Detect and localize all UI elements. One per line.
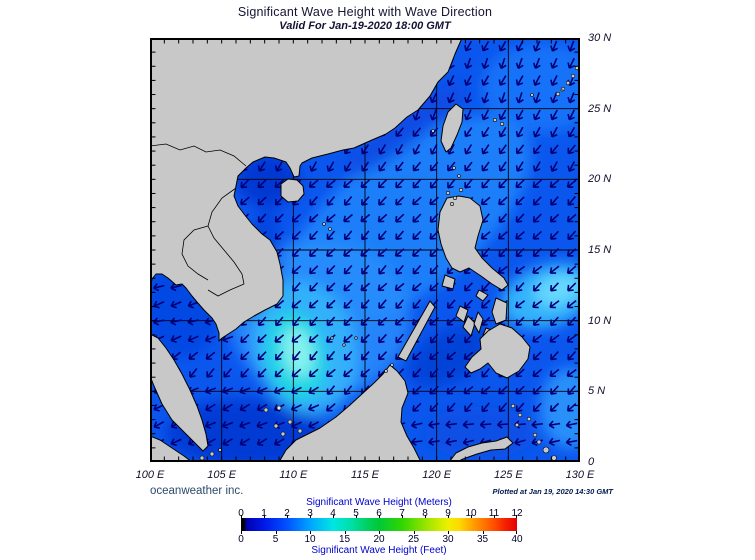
colorbar-tick (287, 515, 288, 518)
colorbar-meters-value: 7 (399, 508, 405, 519)
valid-time-subtitle: Valid For Jan-19-2020 18:00 GMT (279, 20, 451, 32)
lat-tick-label: 30 N (588, 32, 612, 44)
colorbar-title-feet: Significant Wave Height (Feet) (311, 545, 447, 556)
colorbar-tick (333, 515, 334, 518)
colorbar-tick (344, 531, 346, 534)
colorbar-tick (310, 531, 311, 534)
colorbar-feet-value: 10 (304, 534, 316, 545)
colorbar-meters-value: 8 (422, 508, 428, 519)
land-palawan (397, 300, 436, 362)
lat-tick-label: 15 N (588, 244, 612, 256)
colorbar-feet-value: 35 (476, 534, 489, 545)
colorbar-meters-value: 4 (330, 508, 336, 519)
colorbar-meters-value: 3 (307, 508, 313, 519)
colorbar-tick (241, 515, 242, 518)
colorbar-tick (516, 531, 517, 534)
colorbar-tick (275, 531, 277, 534)
land-malay-peninsula (150, 333, 209, 452)
colorbar-tick (379, 531, 380, 534)
lon-tick-label: 105 E (207, 469, 237, 481)
colorbar-tick (516, 515, 517, 518)
land-masbate (475, 289, 489, 302)
lat-tick-label: 20 N (588, 173, 612, 186)
land-mainland-asia (150, 38, 463, 342)
land-panay (455, 305, 469, 323)
source-credit: oceanweather inc. (150, 485, 244, 497)
land-mindanao (464, 323, 531, 379)
colorbar-tick (471, 515, 472, 518)
colorbar-tick (448, 531, 449, 534)
colorbar-meters-value: 1 (261, 508, 267, 519)
colorbar-feet-value: 25 (407, 534, 420, 545)
colorbar-tick (482, 531, 484, 534)
land-negros (462, 315, 476, 337)
lon-tick-label: 130 E (565, 469, 595, 481)
land-cebu (473, 311, 484, 334)
land-masses (150, 38, 580, 462)
land-samar-leyte (491, 297, 508, 325)
land-sulawesi (448, 436, 514, 462)
land-mindoro (441, 274, 456, 290)
colorbar-tick (413, 531, 415, 534)
lon-tick-label: 100 E (135, 469, 165, 481)
plotted-timestamp: Plotted at Jan 19, 2020 14:30 GMT (492, 487, 613, 496)
page-title: Significant Wave Height with Wave Direct… (237, 5, 493, 19)
colorbar-meters-value: 0 (238, 508, 244, 519)
colorbar-feet-value: 20 (373, 534, 385, 545)
land-luzon (437, 195, 509, 291)
lat-tick-label: 5 N (588, 385, 606, 398)
colorbar-tick (310, 515, 311, 518)
colorbar-tick (425, 515, 426, 518)
lon-tick-label: 115 E (351, 469, 379, 481)
colorbar-feet-value: 40 (511, 534, 523, 545)
colorbar-meters-value: 5 (353, 508, 359, 519)
colorbar-tick (356, 515, 357, 518)
colorbar-feet-value: 0 (238, 534, 244, 545)
colorbar-meters-value: 10 (465, 508, 477, 519)
colorbar-gradient (241, 515, 517, 534)
country-borders (150, 143, 247, 297)
lat-tick-label: 10 N (588, 314, 612, 327)
land-sumatra (150, 435, 193, 462)
colorbar-feet-value: 15 (338, 534, 351, 545)
map-frame (150, 38, 580, 462)
lon-tick-label: 110 E (279, 469, 308, 481)
colorbar-tick (379, 515, 380, 518)
small-islands (199, 65, 580, 461)
wave-map (150, 38, 580, 462)
colorbar-tick (402, 515, 403, 518)
colorbar-meters-value: 2 (284, 508, 290, 519)
land-hainan (280, 178, 305, 203)
lon-tick-label: 125 E (493, 469, 523, 481)
lat-tick-label: 25 N (588, 102, 612, 115)
map-canvas (150, 38, 580, 462)
colorbar-tick (264, 515, 265, 518)
lon-tick-label: 120 E (422, 469, 452, 481)
colorbar-feet-value: 30 (442, 534, 454, 545)
colorbar-tick (494, 515, 495, 518)
colorbar-meters-value: 6 (376, 508, 382, 519)
lat-tick-label: 0 (588, 456, 595, 468)
colorbar-title-meters: Significant Wave Height (Meters) (306, 497, 452, 508)
colorbar-feet-value: 5 (272, 534, 279, 545)
colorbar-meters-value: 11 (488, 508, 500, 519)
colorbar-meters-value: 9 (445, 508, 451, 519)
land-taiwan (440, 103, 464, 153)
colorbar-tick (241, 531, 242, 534)
colorbar-tick (448, 515, 449, 518)
colorbar-meters-value: 12 (511, 508, 523, 519)
